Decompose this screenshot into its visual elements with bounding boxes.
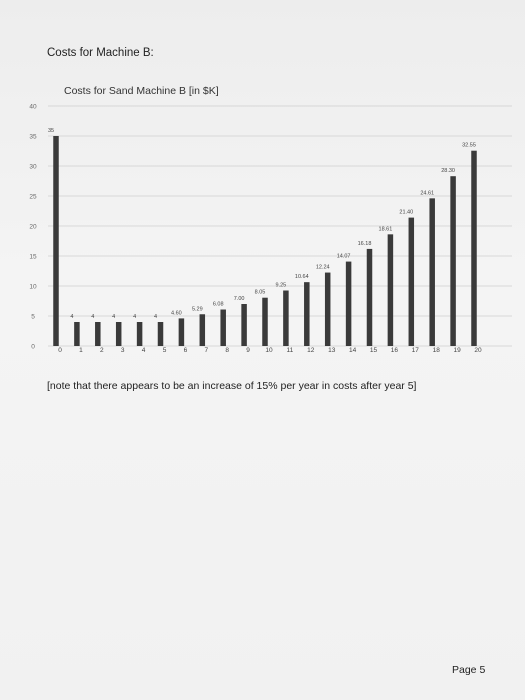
note-text: [note that there appears to be an increa… xyxy=(47,380,417,392)
data-label: 21.40 xyxy=(399,210,413,216)
x-tick-label: 10 xyxy=(265,347,273,354)
bar xyxy=(387,234,394,346)
y-tick-label: 40 xyxy=(29,104,37,111)
y-tick-label: 20 xyxy=(29,224,37,231)
x-tick-label: 2 xyxy=(100,347,104,354)
x-tick-label: 19 xyxy=(453,347,461,354)
bar xyxy=(136,322,143,346)
x-tick-label: 3 xyxy=(121,347,125,354)
data-label: 28.30 xyxy=(441,168,455,174)
bar xyxy=(324,272,331,346)
data-label: 4 xyxy=(154,314,157,320)
y-axis-ticks: 0 5 10 15 20 25 30 35 40 xyxy=(29,104,37,351)
bar xyxy=(408,217,415,346)
x-tick-label: 20 xyxy=(474,347,482,354)
section-heading: Costs for Machine B: xyxy=(47,47,154,59)
bar xyxy=(178,318,185,346)
data-label: 4 xyxy=(70,314,73,320)
x-tick-label: 18 xyxy=(433,347,441,354)
chart-title: Costs for Sand Machine B [in $K] xyxy=(64,85,219,97)
bar xyxy=(304,282,310,346)
y-tick-label: 30 xyxy=(29,164,37,171)
bar xyxy=(241,304,247,346)
bar xyxy=(95,322,101,346)
bar xyxy=(157,322,164,346)
data-label: 12.24 xyxy=(316,265,330,271)
x-tick-label: 12 xyxy=(307,347,315,354)
x-tick-label: 15 xyxy=(370,347,378,354)
x-tick-label: 5 xyxy=(163,347,167,354)
bar xyxy=(366,248,373,346)
x-tick-label: 9 xyxy=(246,347,250,354)
x-tick-label: 1 xyxy=(79,347,83,354)
bar xyxy=(220,309,226,346)
bar xyxy=(345,261,352,346)
x-tick-label: 8 xyxy=(225,347,229,354)
data-label: 4 xyxy=(112,314,115,320)
bar xyxy=(471,150,477,346)
x-tick-label: 7 xyxy=(204,347,208,354)
x-tick-label: 4 xyxy=(142,347,146,354)
data-label: 35 xyxy=(48,128,54,134)
data-labels: 35 4 4 4 4 4 4.60 5.29 6.08 7.00 8.05 9.25 10.64 12.2… xyxy=(48,128,476,320)
bar xyxy=(262,297,268,346)
bar xyxy=(53,136,59,346)
x-tick-label: 11 xyxy=(287,347,294,354)
x-tick-label: 16 xyxy=(391,347,399,354)
x-tick-label: 14 xyxy=(349,347,357,354)
x-tick-label: 6 xyxy=(184,347,188,354)
gridlines xyxy=(48,105,512,347)
x-tick-label: 0 xyxy=(58,347,62,354)
y-tick-label: 0 xyxy=(31,344,35,351)
data-label: 7.00 xyxy=(234,296,245,302)
data-label: 18.61 xyxy=(379,226,393,232)
data-label: 14.07 xyxy=(337,254,351,260)
bar xyxy=(115,322,122,346)
bar xyxy=(199,314,206,346)
data-label: 8.05 xyxy=(255,290,266,296)
page-number: Page 5 xyxy=(452,664,486,676)
x-axis-ticks: 0 1 2 3 4 5 6 7 8 9 10 11 12 13 14 15 16 17 18 19 20 xyxy=(58,347,482,354)
data-label: 5.29 xyxy=(192,306,203,312)
data-label: 4 xyxy=(133,314,136,320)
y-tick-label: 35 xyxy=(29,134,37,141)
data-label: 10.64 xyxy=(295,274,309,280)
data-label: 9.25 xyxy=(276,283,287,289)
x-tick-label: 17 xyxy=(412,347,420,354)
data-label: 16.18 xyxy=(358,241,372,247)
bar xyxy=(450,176,456,346)
data-label: 4.60 xyxy=(171,310,182,316)
bar xyxy=(74,322,80,346)
bar xyxy=(429,198,435,346)
data-label: 6.08 xyxy=(213,302,224,308)
y-tick-label: 5 xyxy=(31,314,35,321)
y-tick-label: 15 xyxy=(29,254,37,261)
data-label: 32.55 xyxy=(462,143,476,149)
y-tick-label: 25 xyxy=(29,194,37,201)
y-tick-label: 10 xyxy=(29,284,37,291)
data-label: 24.61 xyxy=(420,190,434,196)
bar xyxy=(283,290,289,346)
data-label: 4 xyxy=(91,314,94,320)
x-tick-label: 13 xyxy=(328,347,336,354)
bars xyxy=(53,136,477,346)
